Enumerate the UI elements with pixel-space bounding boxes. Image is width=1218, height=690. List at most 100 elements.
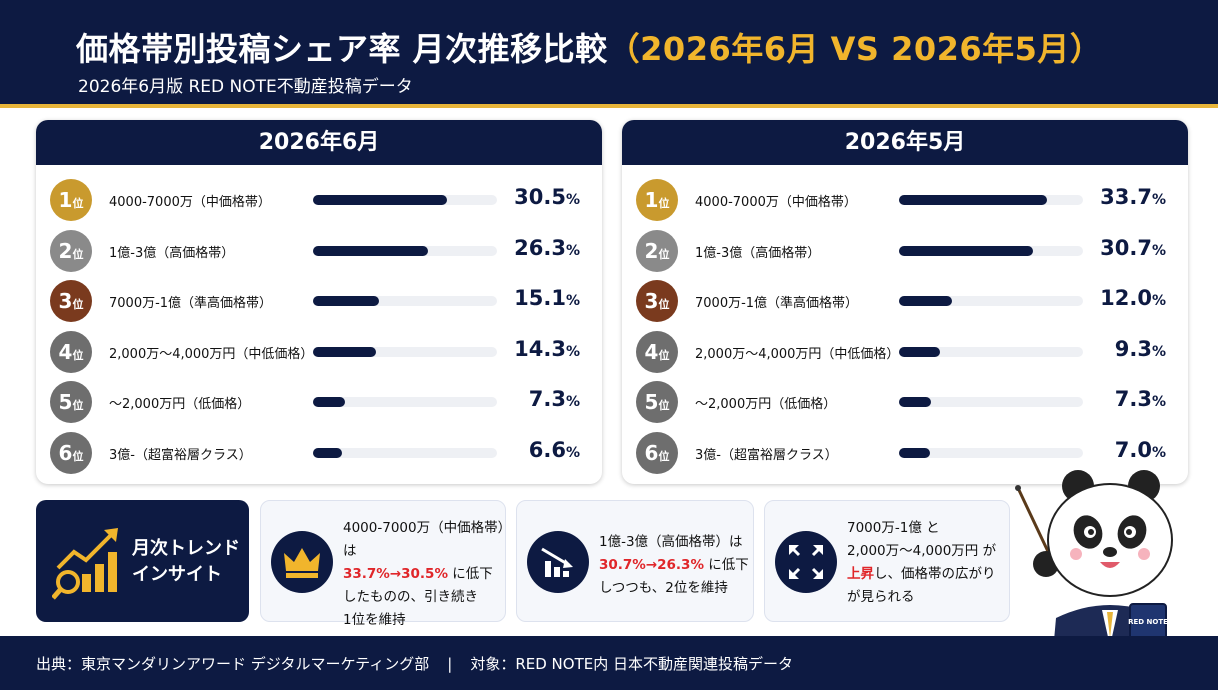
- value-number: 33.7: [1100, 185, 1152, 209]
- bar: [313, 195, 447, 205]
- value-unit: %: [1151, 343, 1166, 360]
- data-label: 7.3%: [529, 387, 580, 411]
- rank-suffix: 位: [658, 247, 670, 261]
- footer-source: 出典：東京マンダリンアワード デジタルマーケティング部: [36, 655, 430, 673]
- rank-suffix: 位: [72, 449, 84, 463]
- value-unit: %: [1151, 242, 1166, 259]
- bar: [899, 245, 1034, 256]
- book-label: RED NOTE: [1128, 618, 1168, 626]
- bar-track: [899, 346, 1083, 357]
- data-label: 12.0%: [1100, 286, 1166, 310]
- category-label: 3億-（超富裕層クラス）: [695, 447, 838, 463]
- chart-row: 3位 7000万-1億（準高価格帯） 15.1%: [36, 276, 602, 326]
- bar: [899, 397, 931, 407]
- value-number: 26.3: [514, 235, 566, 260]
- value-unit: %: [1151, 293, 1166, 309]
- rank-number: 2: [644, 238, 659, 263]
- chart-row: 4位 2,000万～4,000万円（中低価格） 9.3%: [622, 327, 1188, 377]
- title-highlight: （2026年6月 VS 2026年5月）: [607, 30, 1103, 68]
- data-label: 15.1%: [514, 286, 580, 310]
- bar-track: [899, 195, 1083, 205]
- value-unit: %: [565, 394, 580, 410]
- bar-track: [313, 397, 497, 407]
- value-number: 30.5: [514, 185, 566, 209]
- rank-suffix: 位: [658, 197, 670, 210]
- rank-badge: 1位: [636, 179, 678, 221]
- chart-row: 6位 3億-（超富裕層クラス） 7.0%: [622, 428, 1188, 478]
- rank-suffix: 位: [658, 348, 670, 362]
- rank-number: 2: [58, 238, 73, 263]
- bar: [899, 447, 930, 458]
- bar: [899, 195, 1047, 205]
- value-number: 9.3: [1114, 336, 1152, 361]
- trend-insight-box: 月次トレンド インサイト: [36, 500, 249, 622]
- bar-track: [313, 195, 497, 205]
- rank-suffix: 位: [72, 247, 84, 261]
- rank-badge: 2位: [50, 229, 92, 272]
- bar-track: [899, 447, 1083, 458]
- rank-suffix: 位: [658, 449, 670, 463]
- category-label: 4000-7000万（中価格帯）: [695, 195, 857, 210]
- rank-badge: 4位: [50, 330, 92, 373]
- value-unit: %: [565, 444, 580, 461]
- data-label: 6.6%: [529, 438, 580, 462]
- data-label: 30.5%: [514, 185, 580, 209]
- header-divider: [0, 104, 1218, 108]
- rank-badge: 1位: [50, 179, 92, 221]
- data-label: 7.3%: [1115, 387, 1166, 411]
- category-label: 1億-3億（高価格帯）: [109, 245, 235, 261]
- panel-title: 2026年5月: [622, 120, 1188, 165]
- value-unit: %: [1151, 444, 1166, 461]
- insight-card-2: 1億-3億（高価格帯）は 30.7%→26.3% に低下 しつつも、2位を維持: [516, 500, 754, 622]
- rank-badge: 3位: [50, 280, 92, 322]
- rank-badge: 3位: [636, 280, 678, 322]
- value-number: 7.3: [528, 387, 566, 411]
- chart-row: 3位 7000万-1億（準高価格帯） 12.0%: [622, 276, 1188, 326]
- insight-card-3: 7000万-1億 と 2,000万～4,000万円 が 上昇し、価格帯の広がり …: [764, 500, 1010, 622]
- chart-row: 4位 2,000万～4,000万円（中低価格） 14.3%: [36, 327, 602, 377]
- category-label: 2,000万～4,000万円（中低価格）: [109, 346, 314, 362]
- rank-number: 5: [644, 390, 659, 414]
- value-unit: %: [565, 343, 580, 360]
- bar: [313, 447, 342, 458]
- rank-suffix: 位: [72, 348, 84, 362]
- bar-track: [313, 447, 497, 458]
- value-number: 6.6: [528, 437, 566, 462]
- chart-row: 1位 4000-7000万（中価格帯） 33.7%: [622, 175, 1188, 225]
- value-unit: %: [1151, 394, 1166, 410]
- data-label: 14.3%: [514, 337, 580, 361]
- value-number: 30.7: [1100, 235, 1152, 260]
- bar: [313, 245, 429, 256]
- category-label: 1億-3億（高価格帯）: [695, 245, 821, 261]
- footer-separator: |: [447, 655, 453, 673]
- chart-row: 2位 1億-3億（高価格帯） 26.3%: [36, 226, 602, 276]
- page-title: 価格帯別投稿シェア率 月次推移比較（2026年6月 VS 2026年5月）: [76, 30, 1103, 68]
- category-label: 2,000万～4,000万円（中低価格）: [695, 346, 900, 362]
- bar-track: [899, 296, 1083, 306]
- value-unit: %: [565, 192, 580, 208]
- panel-june: 2026年6月 1位 4000-7000万（中価格帯） 30.5% 2位 1億-3億（高…: [36, 120, 602, 484]
- data-label: 7.0%: [1115, 438, 1166, 462]
- rank-badge: 4位: [636, 330, 678, 373]
- chart-row: 5位 ～2,000万円（低価格） 7.3%: [36, 377, 602, 427]
- value-number: 7.0: [1114, 437, 1152, 462]
- footer-target: 対象：RED NOTE内 日本不動産関連投稿データ: [470, 655, 793, 673]
- bar: [313, 346, 376, 357]
- rank-number: 6: [58, 440, 73, 465]
- bar-track: [899, 245, 1083, 256]
- rank-number: 5: [58, 390, 73, 414]
- bar: [313, 296, 380, 306]
- trend-title: 月次トレンド インサイト: [132, 538, 240, 585]
- rank-suffix: 位: [658, 399, 670, 412]
- rank-suffix: 位: [72, 399, 84, 412]
- value-number: 15.1: [514, 286, 566, 310]
- category-label: 4000-7000万（中価格帯）: [109, 195, 271, 210]
- rank-suffix: 位: [658, 298, 670, 311]
- rank-badge: 5位: [50, 381, 92, 423]
- insight-text-3: 7000万-1億 と 2,000万～4,000万円 が 上昇し、価格帯の広がり …: [847, 520, 997, 605]
- rank-badge: 2位: [636, 229, 678, 272]
- rank-suffix: 位: [72, 197, 84, 210]
- category-label: 7000万-1億（準高価格帯）: [109, 296, 273, 311]
- insight-text-1: 4000-7000万（中価格帯）は 33.7%→30.5% に低下 したものの、…: [343, 520, 505, 628]
